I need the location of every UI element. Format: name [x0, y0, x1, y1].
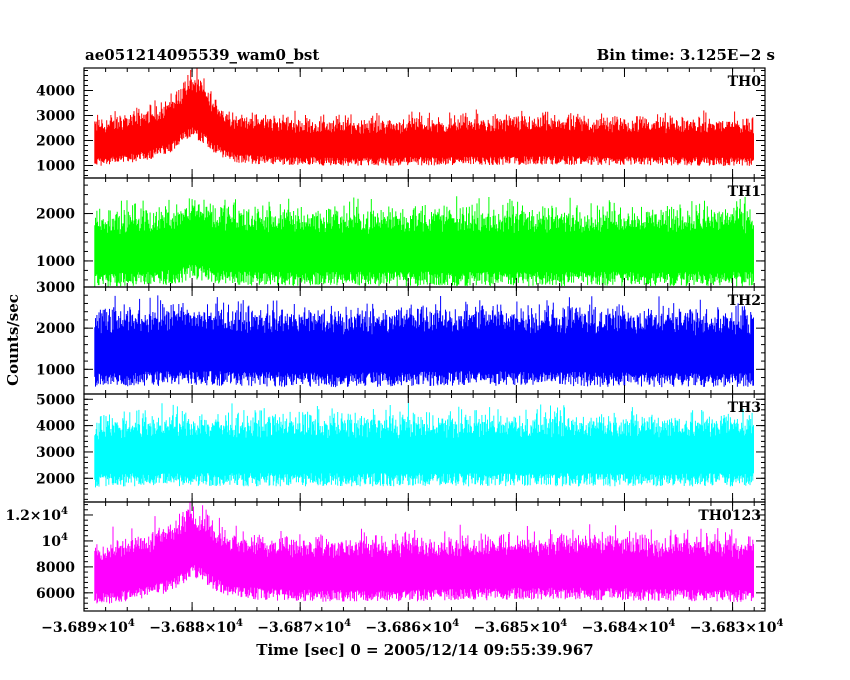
- x-tick-exponent: 4: [236, 618, 243, 629]
- x-tick-exponent: 4: [452, 618, 459, 629]
- y-tick-label: 6000: [36, 586, 75, 602]
- y-tick-label: 4000: [36, 419, 75, 435]
- y-tick-exponent: 4: [61, 506, 68, 517]
- y-tick-label: 3000: [36, 445, 75, 461]
- panel-name-th3: TH3: [728, 400, 761, 416]
- series-th3: [94, 403, 754, 488]
- panel-th0123: 6000 8000 104 1.2×104 TH0123: [5, 501, 766, 612]
- chart-title: ae051214095539_wam0_bst: [85, 46, 319, 64]
- y-tick-label: 2000: [36, 207, 75, 223]
- panel-name-th0: TH0: [728, 74, 762, 90]
- panel-th1: 1000 2000 TH1: [36, 177, 766, 288]
- y-tick-label: 4000: [36, 84, 75, 100]
- panel-th2: 1000 2000 3000 TH2: [36, 280, 766, 395]
- x-tick-label: −3.689×104: [41, 618, 135, 636]
- bin-time-label: Bin time: 3.125E−2 s: [597, 46, 775, 64]
- series-th0123: [94, 502, 754, 604]
- panels-group: 1000 2000 3000 4000 TH0 1000 2000 TH1 1000 2000 30…: [5, 67, 766, 612]
- y-tick-label: 104: [42, 532, 68, 550]
- y-tick-label: 2000: [36, 471, 75, 487]
- x-tick-exponent: 4: [344, 618, 351, 629]
- panel-name-th0123: TH0123: [698, 508, 761, 524]
- series-th2: [94, 295, 754, 388]
- series-th0: [94, 68, 754, 166]
- y-tick-exponent: 4: [61, 532, 68, 543]
- x-tick-exponent: 4: [560, 618, 567, 629]
- y-tick-label: 1000: [36, 362, 75, 378]
- y-tick-label: 3000: [36, 109, 75, 125]
- x-tick-label: −3.688×104: [149, 618, 243, 636]
- x-tick-labels: −3.689×104 −3.688×104 −3.687×104 −3.686×104…: [41, 618, 783, 636]
- y-tick-label: 1000: [36, 254, 75, 270]
- x-tick-label: −3.683×104: [690, 618, 784, 636]
- x-tick-label: −3.685×104: [473, 618, 567, 636]
- x-tick-exponent: 4: [668, 618, 675, 629]
- panel-th0: 1000 2000 3000 4000 TH0: [36, 67, 766, 179]
- y-tick-label: 2000: [36, 321, 75, 337]
- y-tick-label: 1000: [36, 159, 75, 175]
- y-tick-label: 3000: [36, 280, 75, 296]
- x-tick-label: −3.687×104: [257, 618, 351, 636]
- y-tick-label: 1.2×104: [5, 506, 68, 524]
- y-tick-label: 5000: [36, 392, 75, 408]
- series-th1: [94, 196, 754, 287]
- panel-name-th1: TH1: [728, 184, 761, 200]
- x-tick-label: −3.686×104: [365, 618, 459, 636]
- panel-th3: 2000 3000 4000 5000 TH3: [36, 392, 766, 503]
- y-tick-label: 8000: [36, 560, 75, 576]
- y-tick-label: 2000: [36, 134, 75, 150]
- x-tick-exponent: 4: [776, 618, 783, 629]
- y-axis-label: Counts/sec: [4, 294, 22, 386]
- panel-name-th2: TH2: [728, 293, 761, 309]
- x-axis-label: Time [sec] 0 = 2005/12/14 09:55:39.967: [256, 641, 593, 659]
- x-tick-exponent: 4: [128, 618, 135, 629]
- x-tick-label: −3.684×104: [582, 618, 676, 636]
